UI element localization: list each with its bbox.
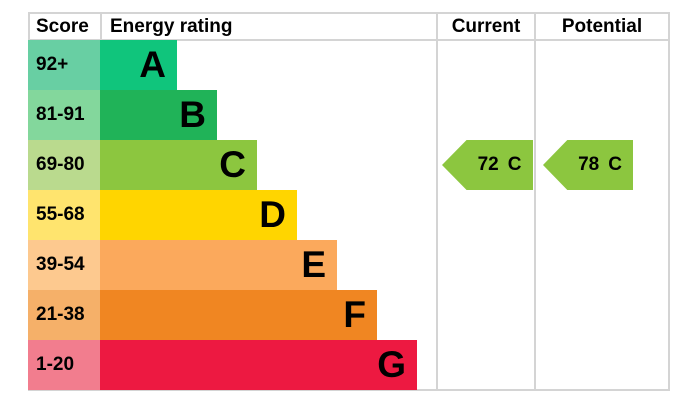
current-arrow-letter: C xyxy=(507,154,522,175)
potential-column-divider xyxy=(534,12,536,391)
score-cell: 39-54 xyxy=(28,240,100,290)
table-bottom-border xyxy=(28,389,670,391)
rating-bar: B xyxy=(100,90,217,140)
rating-rows: 92+ A 81-91 B 69-80 C 55-68 D 39-54 E 21… xyxy=(28,40,437,390)
rating-row: 81-91 B xyxy=(28,90,437,140)
rating-row: 55-68 D xyxy=(28,190,437,240)
table-top-border xyxy=(28,12,670,14)
rating-bar: F xyxy=(100,290,377,340)
current-arrow-value: 72 xyxy=(477,154,499,175)
potential-rating-arrow: 78 C xyxy=(543,140,633,190)
score-cell: 92+ xyxy=(28,40,100,90)
score-cell: 55-68 xyxy=(28,190,100,240)
score-cell: 81-91 xyxy=(28,90,100,140)
header-current: Current xyxy=(451,16,521,37)
rating-bar: C xyxy=(100,140,257,190)
header-potential: Potential xyxy=(561,16,643,37)
header-energy-rating: Energy rating xyxy=(110,16,233,37)
table-right-border xyxy=(668,12,670,391)
current-rating-arrow: 72 C xyxy=(442,140,533,190)
rating-bar: D xyxy=(100,190,297,240)
potential-arrow-value: 78 xyxy=(578,154,600,175)
rating-row: 39-54 E xyxy=(28,240,437,290)
rating-bar: A xyxy=(100,40,177,90)
score-cell: 21-38 xyxy=(28,290,100,340)
score-cell: 1-20 xyxy=(28,340,100,390)
score-column-divider xyxy=(100,12,102,41)
header-score: Score xyxy=(36,16,89,37)
potential-arrow-letter: C xyxy=(608,154,622,175)
rating-row: 69-80 C xyxy=(28,140,437,190)
rating-row: 21-38 F xyxy=(28,290,437,340)
rating-bar: G xyxy=(100,340,417,390)
rating-bar: E xyxy=(100,240,337,290)
current-column-divider xyxy=(436,12,438,391)
header-bottom-border xyxy=(28,39,670,41)
rating-row: 1-20 G xyxy=(28,340,437,390)
score-cell: 69-80 xyxy=(28,140,100,190)
rating-row: 92+ A xyxy=(28,40,437,90)
header-left-border xyxy=(28,12,30,41)
